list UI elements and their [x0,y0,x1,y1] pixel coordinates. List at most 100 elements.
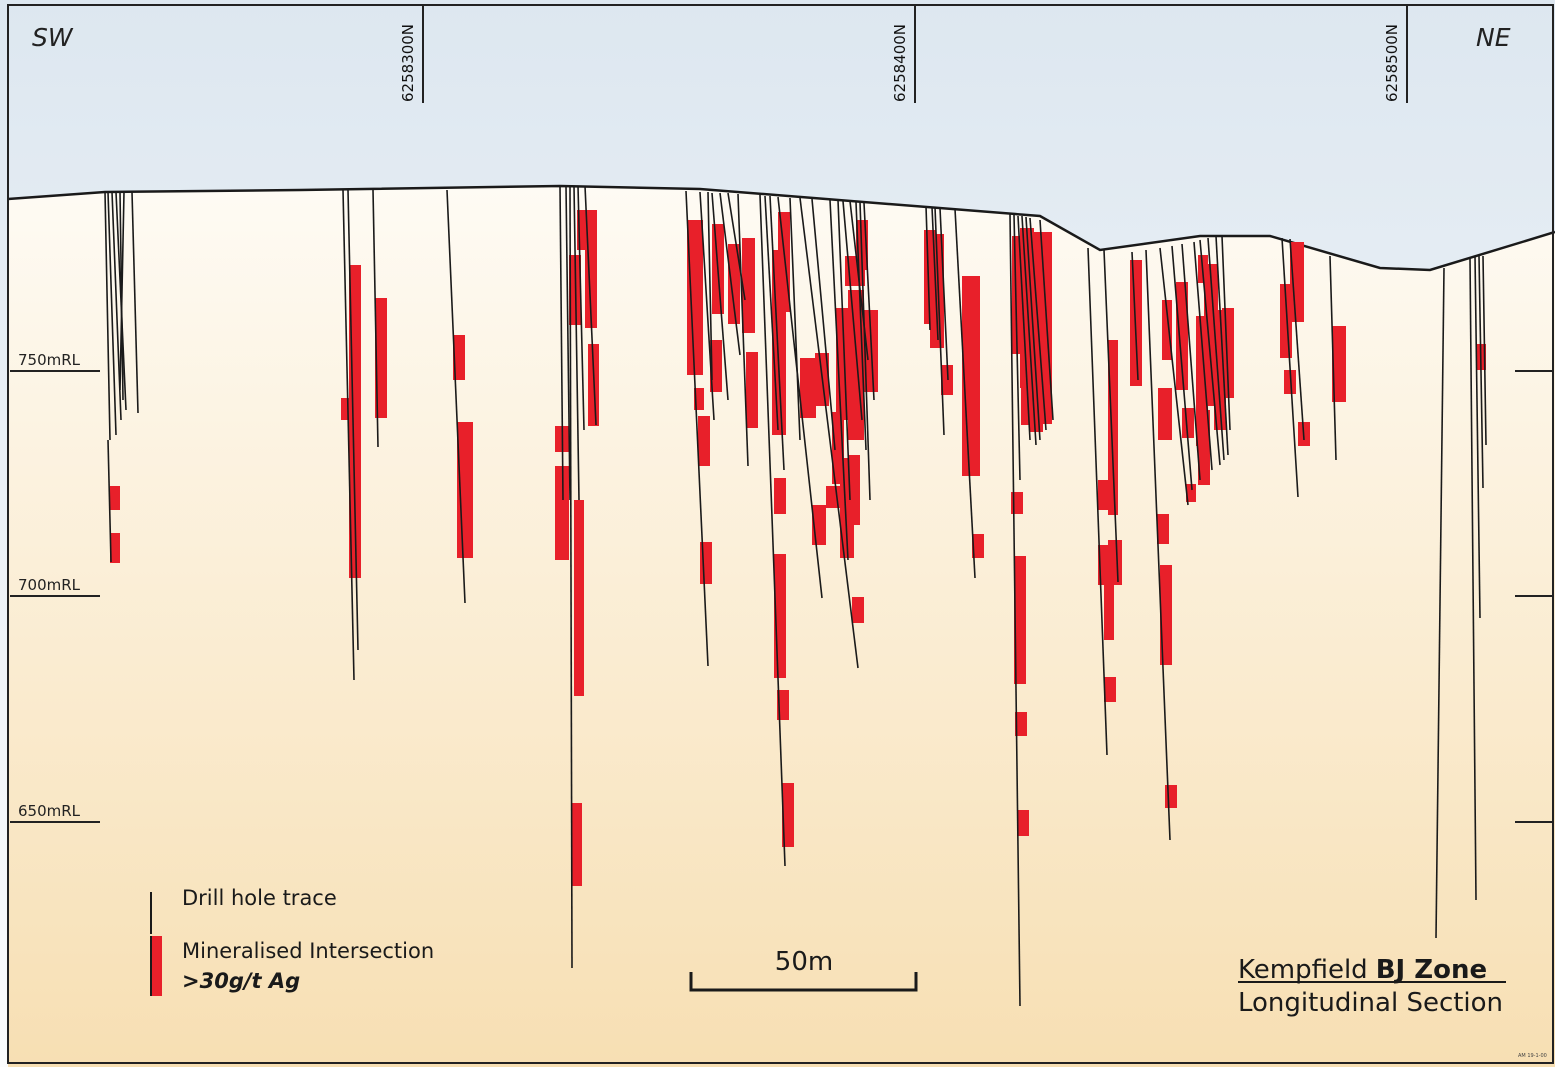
drill-hole-trace [107,191,117,436]
mineralised-intersection [1182,408,1194,438]
drill-hole-trace [789,197,801,441]
drill-hole-trace [559,185,564,501]
mineralised-intersection [728,244,740,324]
drill-hole-trace [1017,215,1031,441]
drill-hole-trace [769,195,785,471]
mineralised-intersection [848,455,860,525]
drill-hole-trace [1159,247,1189,506]
mineralised-intersection [1014,556,1026,684]
drill-hole-trace [1021,215,1037,446]
drill-hole-trace [799,197,859,669]
mineralised-intersection [1098,480,1108,510]
mineralised-intersection [453,335,465,380]
drill-hole-trace [954,208,976,579]
drill-hole-trace [829,199,849,561]
drill-hole-trace [699,191,715,421]
legend-intersection-threshold: >30g/t Ag [182,969,300,993]
mineralised-intersection [1284,370,1296,394]
drill-hole-trace [727,192,746,301]
orientation-ne: NE [1476,23,1511,52]
legend: Drill hole trace Mineralised Intersectio… [150,886,434,996]
mineralised-intersection [930,234,944,348]
mineralised-intersection [375,298,387,418]
drill-hole-trace [1103,249,1119,583]
drill-hole-trace [1025,216,1041,441]
drill-hole-trace [842,200,863,421]
drill-hole-traces [104,185,1487,1007]
drill-hole-trace [837,199,851,501]
mineralised-intersection [710,340,722,392]
mineralised-intersection [1108,540,1122,585]
drill-hole-trace [1009,213,1021,1007]
mineralised-intersection [782,783,794,847]
mineralised-intersection [1290,242,1304,322]
drill-hole-trace [1289,238,1305,441]
drill-hole-trace [811,198,836,451]
mineralised-intersection [1158,388,1172,440]
rl-label-700: 700mRL [18,576,81,594]
drill-hole-trace [1131,251,1139,381]
drill-hole-trace [1181,243,1201,481]
mineralised-intersection [1036,232,1052,424]
mineralised-intersection [1222,308,1234,398]
drill-hole-trace [863,202,875,401]
drill-hole-trace [107,439,112,563]
drill-hole-trace [764,195,779,431]
drill-hole-trace [759,194,786,867]
mineralised-intersection [1157,514,1169,544]
drill-hole-trace [1482,255,1487,446]
drill-hole-trace [1171,245,1193,491]
mineralised-intersection [972,534,984,558]
title-line-1: Kempfield BJ Zone [1238,955,1487,985]
drill-hole-trace [342,189,355,681]
mineralised-intersection [571,803,582,886]
mineralised-intersection [1160,565,1172,665]
drill-hole-trace [719,192,741,356]
mineralised-intersection [110,486,120,510]
drill-hole-trace [1329,255,1337,461]
northing-label-3: 6258500N [1383,24,1401,102]
drill-hole-trace [1199,239,1221,466]
mineralised-intersection [1017,810,1029,836]
drill-hole-trace [565,185,571,501]
mineralised-intersection [1186,484,1196,502]
drawing-reference: AM 19-1-00 [1518,1053,1547,1059]
drill-hole-trace [1145,249,1171,841]
mineralised-intersection [742,238,755,333]
drill-hole-trace [131,191,139,414]
drill-hole-trace [1478,255,1484,489]
mineralised-intersection [341,398,351,420]
mineralised-intersection [1015,712,1027,736]
northing-label-1: 6258300N [399,24,417,102]
drill-hole-trace [931,206,939,341]
mineralised-intersection [826,486,842,508]
title-project: Kempfield [1238,955,1368,985]
mineralised-intersection [852,597,864,623]
mineralised-intersection [1104,677,1116,702]
mineralised-intersection [698,416,710,466]
mineralised-intersection [110,533,120,563]
drill-hole-trace [1013,214,1021,481]
mineralised-intersection [774,478,786,514]
drill-hole-trace [855,201,867,451]
drill-hole-trace [939,207,949,381]
drill-hole-trace [1474,255,1481,619]
northing-label-2: 6258400N [891,24,909,102]
drill-hole-trace [1193,241,1213,471]
drill-hole-trace [347,189,359,651]
mineralised-intersection [1198,410,1210,485]
rl-label-650: 650mRL [18,802,81,820]
drill-hole-trace [577,185,585,431]
drill-hole-trace [1215,235,1229,456]
drill-hole-trace [1029,217,1047,431]
legend-trace-label: Drill hole trace [182,886,337,910]
orientation-sw: SW [32,23,74,52]
mineralised-intersection [1108,340,1118,515]
drill-hole-trace [1207,237,1225,461]
title-zone: BJ Zone [1376,955,1487,985]
scale-bar-line [689,972,918,992]
mineralised-intersection [1176,282,1188,390]
title-block: Kempfield BJ Zone Longitudinal Section [1238,955,1506,1018]
mineralised-intersection [1104,580,1114,640]
mineralised-intersection [1162,300,1172,360]
